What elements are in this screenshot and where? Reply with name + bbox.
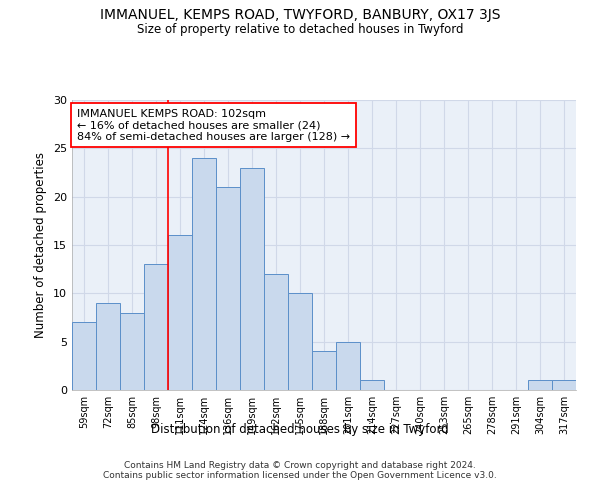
Bar [552,380,576,390]
Text: Contains HM Land Registry data © Crown copyright and database right 2024.
Contai: Contains HM Land Registry data © Crown c… [103,460,497,480]
Bar [168,236,192,390]
Bar [72,322,96,390]
Text: IMMANUEL, KEMPS ROAD, TWYFORD, BANBURY, OX17 3JS: IMMANUEL, KEMPS ROAD, TWYFORD, BANBURY, … [100,8,500,22]
Text: Distribution of detached houses by size in Twyford: Distribution of detached houses by size … [151,422,449,436]
Bar [144,264,168,390]
Bar [216,187,240,390]
Text: Size of property relative to detached houses in Twyford: Size of property relative to detached ho… [137,22,463,36]
Bar [120,312,144,390]
Bar [192,158,216,390]
Bar [240,168,264,390]
Bar [528,380,552,390]
Bar [336,342,360,390]
Y-axis label: Number of detached properties: Number of detached properties [34,152,47,338]
Bar [360,380,384,390]
Bar [288,294,312,390]
Text: IMMANUEL KEMPS ROAD: 102sqm
← 16% of detached houses are smaller (24)
84% of sem: IMMANUEL KEMPS ROAD: 102sqm ← 16% of det… [77,108,350,142]
Bar [96,303,120,390]
Bar [264,274,288,390]
Bar [312,352,336,390]
